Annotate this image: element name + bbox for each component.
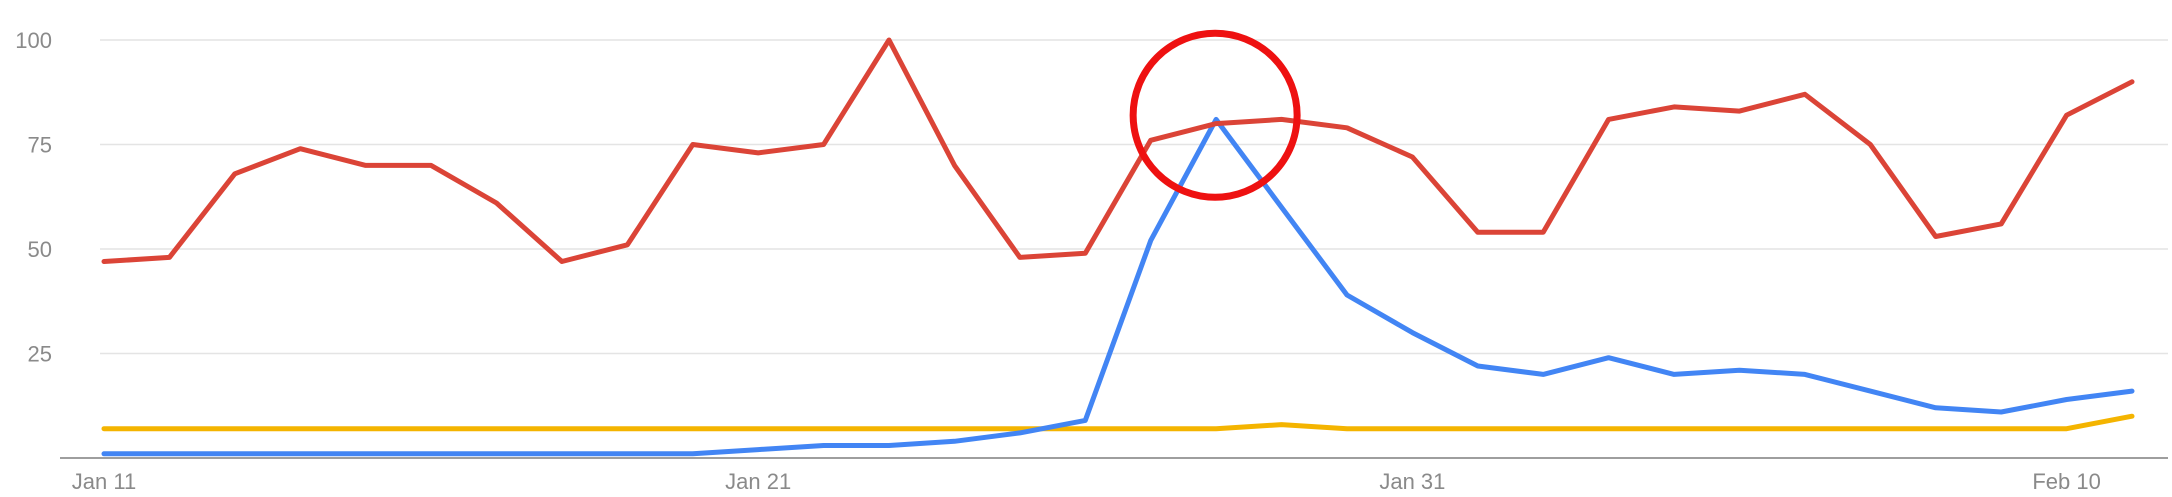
y-tick-label: 50 xyxy=(28,237,52,262)
x-tick-label: Jan 21 xyxy=(725,469,791,494)
y-tick-layer: 25 50 75 100 xyxy=(15,28,52,367)
x-tick-label: Feb 10 xyxy=(2032,469,2101,494)
series-line xyxy=(101,37,2135,264)
x-tick-label: Jan 31 xyxy=(1379,469,1445,494)
y-tick-label: 100 xyxy=(15,28,52,53)
series-line xyxy=(101,413,2135,432)
series-layer xyxy=(101,37,2135,457)
grid-layer xyxy=(60,39,2168,459)
annotation-layer xyxy=(1129,29,1301,201)
annotation-circle xyxy=(1129,29,1301,201)
series-line xyxy=(101,116,2135,457)
y-tick-label: 25 xyxy=(28,342,52,367)
x-tick-layer: Jan 11 Jan 21 Jan 31 Feb 10 xyxy=(72,469,2101,494)
y-tick-label: 75 xyxy=(28,133,52,158)
x-tick-label: Jan 11 xyxy=(72,469,136,494)
